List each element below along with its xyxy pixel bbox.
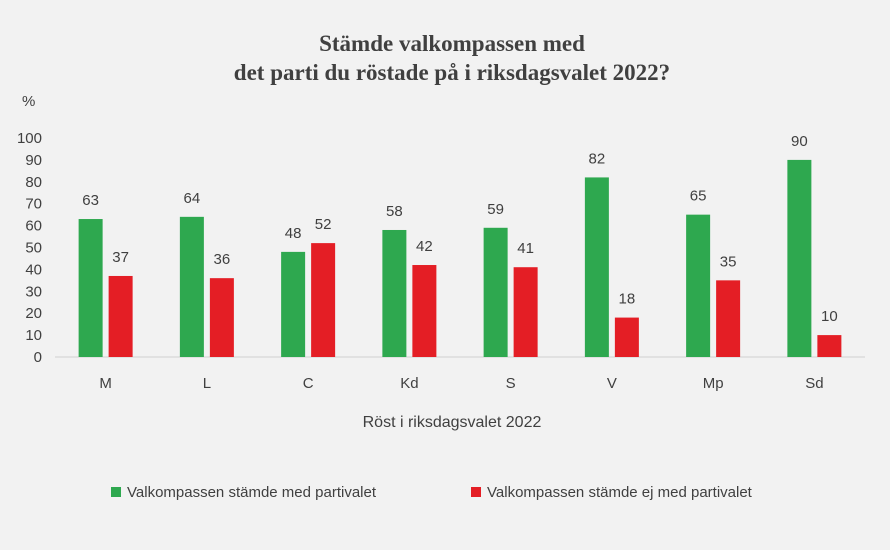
- data-label: 18: [619, 291, 636, 308]
- x-category-label: L: [203, 375, 211, 392]
- x-category-label: S: [506, 375, 516, 392]
- data-label: 63: [82, 192, 99, 209]
- y-tick-label: 20: [25, 305, 42, 322]
- bar-1: [382, 229, 407, 357]
- bar-1: [686, 214, 711, 357]
- data-label: 48: [285, 225, 302, 242]
- x-axis-title: Röst i riksdagsvalet 2022: [363, 414, 542, 431]
- bars-group: 63 37 64 36 48 52 58 42 59 41 82 18 65 35 90 10: [78, 133, 842, 357]
- data-label: 41: [517, 240, 534, 257]
- bar-1: [584, 177, 609, 357]
- y-tick-label: 30: [25, 283, 42, 300]
- data-label: 90: [791, 133, 808, 150]
- y-tick-label: 80: [25, 174, 42, 191]
- data-label: 35: [720, 253, 737, 270]
- bar-1: [483, 227, 508, 357]
- bar-2: [614, 317, 639, 357]
- bar-2: [716, 280, 741, 357]
- y-tick-label: 100: [17, 130, 42, 147]
- data-label: 10: [821, 308, 838, 325]
- legend-swatch-series-2: [471, 487, 481, 497]
- y-axis-ticks: 0 10 20 30 40 50 60 70 80 90 100: [17, 130, 42, 366]
- y-tick-label: 50: [25, 240, 42, 257]
- y-tick-label: 40: [25, 261, 42, 278]
- y-tick-label: 60: [25, 218, 42, 235]
- bar-2: [108, 275, 133, 357]
- bar-2: [513, 267, 538, 357]
- data-label: 42: [416, 238, 433, 255]
- data-label: 64: [184, 190, 201, 207]
- bar-1: [78, 219, 103, 357]
- bar-1: [179, 216, 204, 357]
- x-category-label: Kd: [400, 375, 418, 392]
- y-axis-unit-label: %: [22, 93, 35, 110]
- legend-swatch-series-1: [111, 487, 121, 497]
- data-label: 59: [487, 201, 504, 218]
- x-category-label: M: [99, 375, 112, 392]
- legend-label-series-2: Valkompassen stämde ej med partivalet: [487, 484, 753, 501]
- data-label: 37: [112, 249, 129, 266]
- y-tick-label: 10: [25, 327, 42, 344]
- data-label: 52: [315, 216, 332, 233]
- data-label: 58: [386, 203, 403, 220]
- y-tick-label: 0: [34, 349, 42, 366]
- x-category-label: V: [607, 375, 617, 392]
- bar-2: [412, 265, 437, 357]
- chart-title-line-2: det parti du röstade på i riksdagsvalet …: [234, 60, 670, 85]
- bar-1: [787, 159, 812, 357]
- bar-1: [281, 251, 306, 357]
- bar-2: [209, 278, 234, 357]
- bar-2: [817, 335, 842, 357]
- x-category-label: C: [303, 375, 314, 392]
- legend: Valkompassen stämde med partivalet Valko…: [111, 484, 753, 501]
- category-labels: M L C Kd S V Mp Sd: [99, 375, 823, 392]
- data-label: 65: [690, 188, 707, 205]
- chart-title-line-1: Stämde valkompassen med: [319, 31, 585, 56]
- data-label: 82: [589, 150, 606, 167]
- x-category-label: Sd: [805, 375, 823, 392]
- legend-label-series-1: Valkompassen stämde med partivalet: [127, 484, 377, 501]
- x-category-label: Mp: [703, 375, 724, 392]
- y-tick-label: 70: [25, 196, 42, 213]
- data-label: 36: [214, 251, 231, 268]
- bar-2: [311, 243, 336, 357]
- y-tick-label: 90: [25, 152, 42, 169]
